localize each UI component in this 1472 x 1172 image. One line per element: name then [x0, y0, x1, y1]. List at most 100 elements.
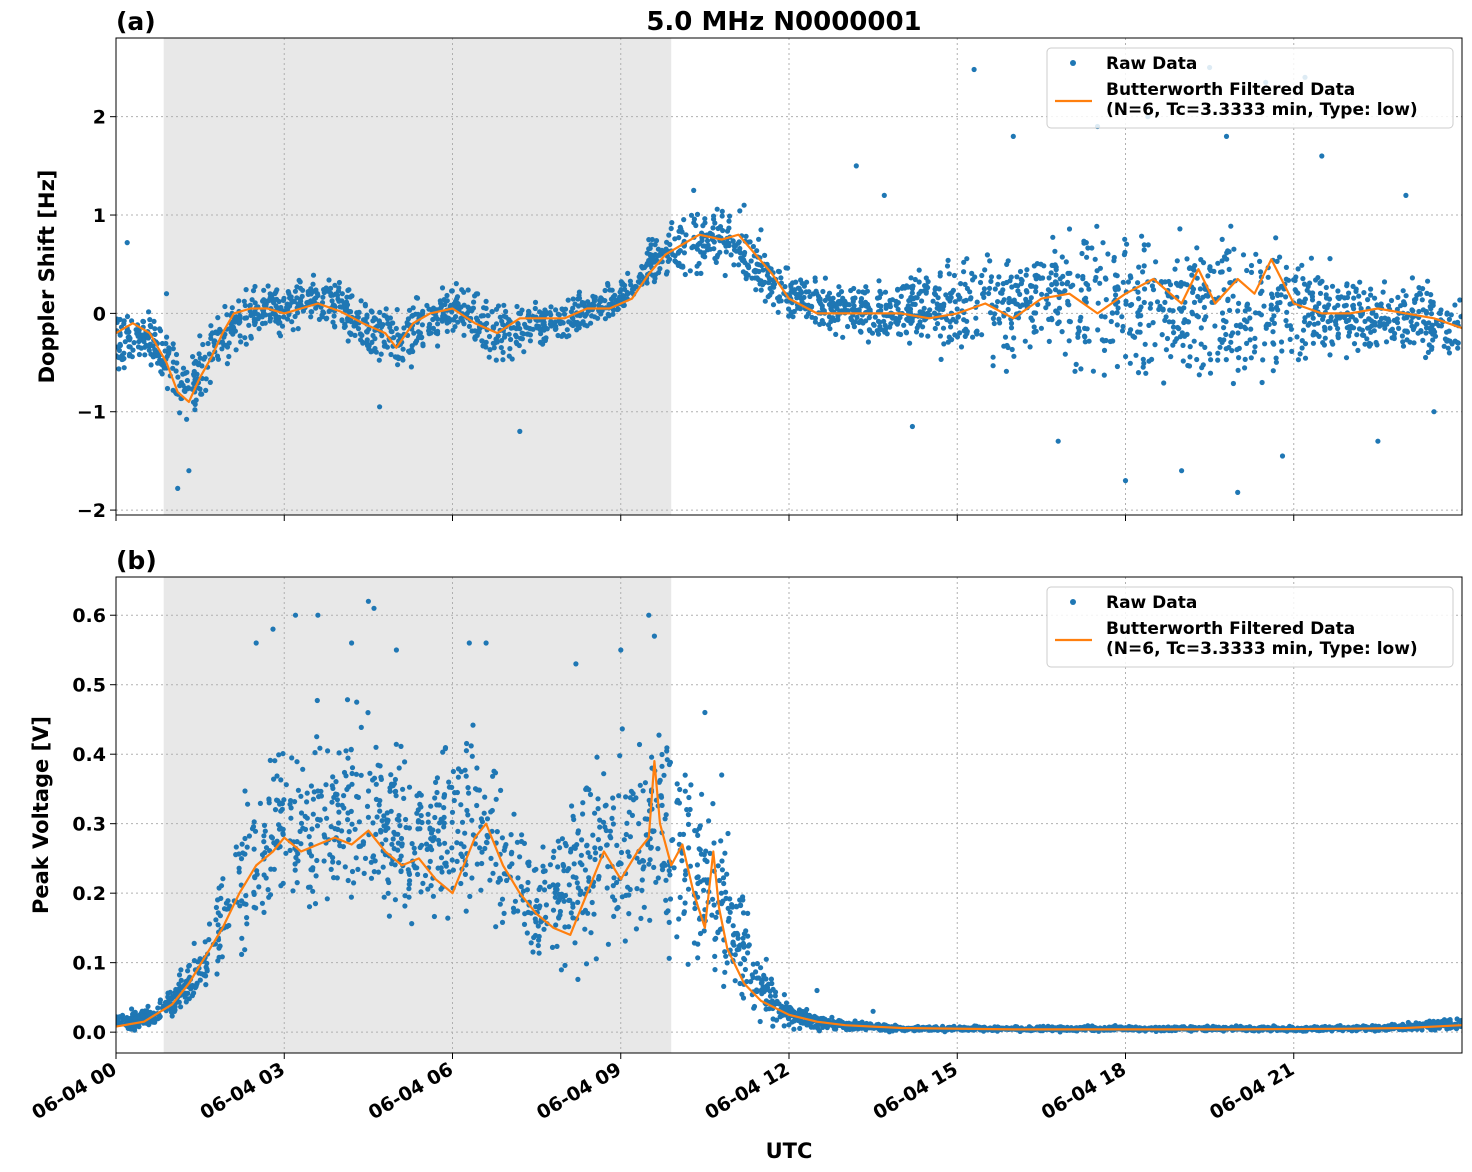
raw-data-point — [261, 822, 268, 829]
raw-data-point — [851, 285, 857, 292]
raw-data-point — [542, 879, 548, 885]
raw-data-point — [292, 313, 298, 320]
raw-data-point — [215, 315, 221, 321]
raw-data-point — [664, 269, 670, 275]
raw-data-point — [1127, 360, 1133, 366]
raw-data-point — [1050, 234, 1056, 240]
raw-data-point — [1247, 315, 1253, 321]
raw-data-point — [1140, 356, 1146, 362]
raw-data-outlier — [1235, 489, 1241, 495]
raw-data-point — [1049, 262, 1055, 268]
raw-data-point — [973, 329, 979, 335]
raw-data-point — [596, 302, 602, 308]
raw-data-point — [191, 360, 197, 366]
raw-data-point — [1226, 344, 1232, 351]
raw-data-point — [876, 278, 882, 284]
raw-data-point — [464, 807, 470, 814]
raw-data-point — [1350, 283, 1356, 289]
raw-data-point — [161, 365, 167, 371]
raw-data-point — [940, 325, 947, 331]
raw-data-point — [694, 211, 701, 217]
raw-data-point — [493, 336, 500, 342]
raw-data-point — [1154, 299, 1161, 305]
raw-data-point — [1164, 335, 1171, 342]
raw-data-point — [200, 341, 206, 348]
raw-data-point — [345, 810, 351, 816]
raw-data-point — [304, 799, 310, 805]
raw-data-point — [656, 779, 662, 785]
raw-data-point — [339, 318, 345, 324]
raw-data-point — [949, 337, 955, 343]
raw-data-point — [730, 238, 736, 244]
raw-data-point — [490, 773, 496, 779]
raw-data-point — [1310, 315, 1316, 321]
raw-data-point — [1191, 338, 1197, 344]
raw-data-point — [770, 282, 776, 288]
raw-data-point — [1330, 341, 1336, 347]
raw-data-point — [509, 861, 515, 867]
raw-data-point — [388, 351, 394, 358]
raw-data-point — [243, 341, 249, 347]
raw-data-point — [344, 697, 351, 703]
raw-data-point — [798, 288, 804, 294]
raw-data-point — [740, 910, 747, 916]
raw-data-point — [312, 750, 318, 756]
raw-data-point — [525, 879, 531, 886]
raw-data-point — [394, 307, 400, 313]
raw-data-point — [155, 352, 161, 358]
y-axis-label: Doppler Shift [Hz] — [35, 170, 59, 384]
raw-data-point — [754, 275, 760, 281]
raw-data-point — [267, 892, 274, 898]
raw-data-point — [1432, 333, 1439, 339]
raw-data-point — [984, 252, 991, 258]
raw-data-point — [333, 791, 339, 797]
raw-data-point — [1243, 326, 1249, 332]
raw-data-point — [1140, 364, 1146, 370]
raw-data-outlier — [175, 485, 181, 491]
raw-data-point — [164, 385, 171, 392]
raw-data-point — [502, 332, 508, 338]
raw-data-point — [401, 325, 407, 331]
raw-data-point — [736, 262, 742, 268]
raw-data-point — [707, 230, 713, 236]
raw-data-point — [1215, 357, 1221, 363]
raw-data-point — [197, 333, 203, 339]
raw-data-point — [378, 351, 384, 357]
raw-data-point — [402, 759, 408, 765]
raw-data-point — [336, 860, 342, 866]
raw-data-point — [515, 325, 522, 331]
raw-data-point — [422, 872, 429, 879]
raw-data-point — [1219, 258, 1225, 264]
raw-data-point — [639, 877, 645, 883]
raw-data-point — [1321, 342, 1327, 348]
raw-data-point — [527, 332, 534, 338]
raw-data-point — [1383, 339, 1390, 345]
raw-data-point — [449, 809, 456, 815]
raw-data-outlier — [691, 187, 697, 193]
raw-data-point — [504, 877, 510, 884]
raw-data-point — [130, 347, 136, 353]
raw-data-point — [733, 248, 739, 254]
raw-data-point — [666, 868, 672, 874]
raw-data-point — [1217, 344, 1223, 350]
raw-data-point — [253, 905, 259, 911]
raw-data-point — [663, 812, 669, 818]
raw-data-point — [463, 908, 469, 914]
raw-data-point — [949, 290, 955, 296]
raw-data-point — [672, 236, 678, 242]
raw-data-point — [1192, 263, 1198, 269]
raw-data-point — [325, 288, 331, 294]
raw-data-point — [298, 793, 304, 799]
raw-data-point — [592, 810, 598, 816]
raw-data-point — [1201, 304, 1207, 310]
raw-data-point — [707, 246, 714, 252]
raw-data-point — [854, 314, 860, 320]
raw-data-point — [274, 773, 280, 779]
raw-data-point — [1059, 254, 1065, 260]
raw-data-point — [372, 336, 378, 342]
raw-data-point — [1075, 325, 1082, 331]
raw-data-point — [387, 788, 393, 794]
raw-data-point — [598, 295, 604, 301]
raw-data-point — [884, 331, 890, 337]
raw-data-point — [612, 897, 618, 903]
